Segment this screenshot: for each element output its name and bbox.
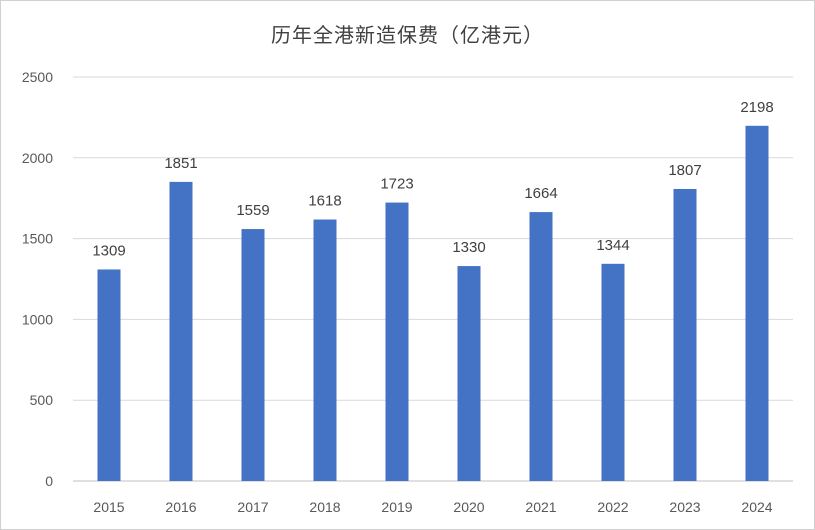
- data-label: 1723: [380, 176, 413, 193]
- bar: [241, 229, 265, 481]
- data-label: 1807: [668, 162, 701, 179]
- x-tick-label: 2020: [453, 499, 484, 515]
- data-label: 1664: [524, 185, 557, 202]
- data-label: 1309: [92, 242, 125, 259]
- x-tick-label: 2016: [165, 499, 196, 515]
- bar: [529, 212, 553, 481]
- y-tick-label: 0: [45, 473, 53, 489]
- bar: [457, 266, 481, 481]
- x-tick-label: 2023: [669, 499, 700, 515]
- y-tick-label: 2000: [22, 150, 53, 166]
- x-tick-label: 2017: [237, 499, 268, 515]
- y-tick-label: 1500: [22, 231, 53, 247]
- y-tick-label: 2500: [22, 69, 53, 85]
- bar: [745, 125, 769, 482]
- x-tick-label: 2022: [597, 499, 628, 515]
- y-tick-label: 1000: [22, 311, 53, 327]
- y-tick-label: 500: [30, 392, 54, 408]
- data-label: 1618: [308, 193, 341, 210]
- data-label: 1330: [452, 239, 485, 256]
- data-label: 2198: [740, 99, 773, 116]
- bar: [169, 181, 193, 481]
- data-label: 1851: [164, 155, 197, 172]
- data-label: 1344: [596, 237, 629, 254]
- x-tick-label: 2015: [93, 499, 124, 515]
- x-tick-label: 2018: [309, 499, 340, 515]
- bar: [97, 269, 121, 481]
- bar: [601, 263, 625, 481]
- x-tick-label: 2021: [525, 499, 556, 515]
- bar: [313, 219, 337, 482]
- x-tick-label: 2019: [381, 499, 412, 515]
- x-tick-label: 2024: [741, 499, 772, 515]
- chart-title: 历年全港新造保费（亿港元）: [271, 23, 544, 47]
- bar: [385, 202, 409, 481]
- bar: [673, 188, 697, 481]
- data-label: 1559: [236, 202, 269, 219]
